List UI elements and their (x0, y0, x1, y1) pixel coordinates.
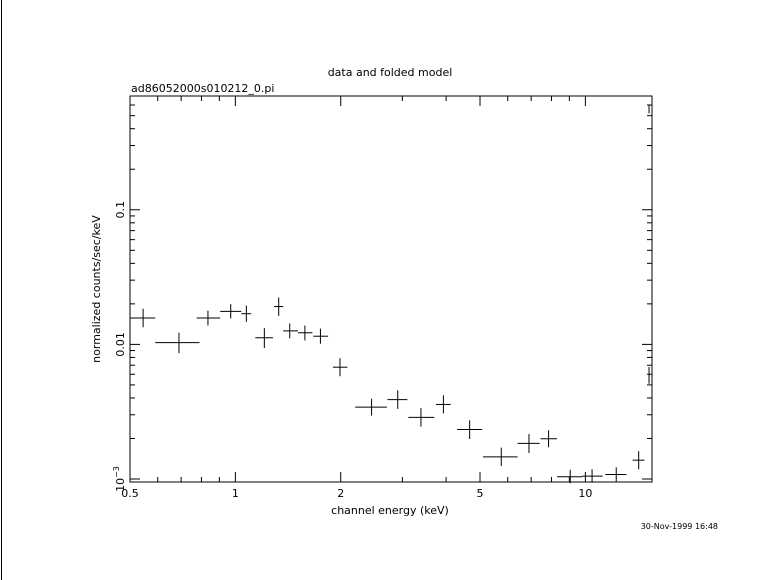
data-point (632, 451, 645, 470)
data-point (408, 408, 435, 427)
y-tick-label: 0.01 (114, 332, 127, 357)
data-point (435, 395, 451, 414)
data-point (517, 433, 540, 454)
y-tick-label: 10−3 (112, 466, 127, 492)
data-point (557, 469, 583, 484)
data-point (130, 308, 156, 328)
data-point (648, 366, 650, 384)
data-point (298, 325, 313, 341)
x-axis-label: channel energy (keV) (331, 504, 449, 517)
data-point (220, 304, 242, 319)
chart-subtitle: ad86052000s010212_0.pi (131, 82, 274, 95)
data-point (283, 323, 299, 339)
data-point (313, 328, 329, 344)
data-point (255, 328, 273, 349)
data-point (457, 420, 483, 440)
axis-tick-labels: 0.5 1 2 5 10 10−3 0.01 0.1 (112, 201, 592, 500)
x-tick-label: 1 (232, 487, 239, 500)
data-point (332, 358, 348, 377)
x-tick-label: 0.5 (121, 487, 139, 500)
data-points (130, 105, 650, 484)
timestamp-footer: 30-Nov-1999 16:48 (641, 522, 718, 531)
y-tick-label: 0.1 (114, 201, 127, 219)
x-tick-label: 10 (578, 487, 592, 500)
data-point (540, 430, 558, 448)
data-point (605, 467, 627, 482)
x-tick-label: 5 (477, 487, 484, 500)
plot-frame (129, 95, 653, 483)
data-point (274, 297, 284, 316)
data-point (155, 332, 200, 354)
data-point (648, 105, 650, 114)
data-point (196, 310, 221, 326)
x-tick-label: 2 (337, 487, 344, 500)
axis-ticks (129, 96, 652, 482)
data-point (582, 469, 603, 483)
chart-title: data and folded model (328, 66, 453, 79)
data-point (241, 305, 252, 322)
data-point (387, 390, 408, 409)
y-axis-label: normalized counts/sec/keV (90, 215, 103, 363)
data-point (483, 447, 518, 466)
data-point (355, 398, 387, 416)
